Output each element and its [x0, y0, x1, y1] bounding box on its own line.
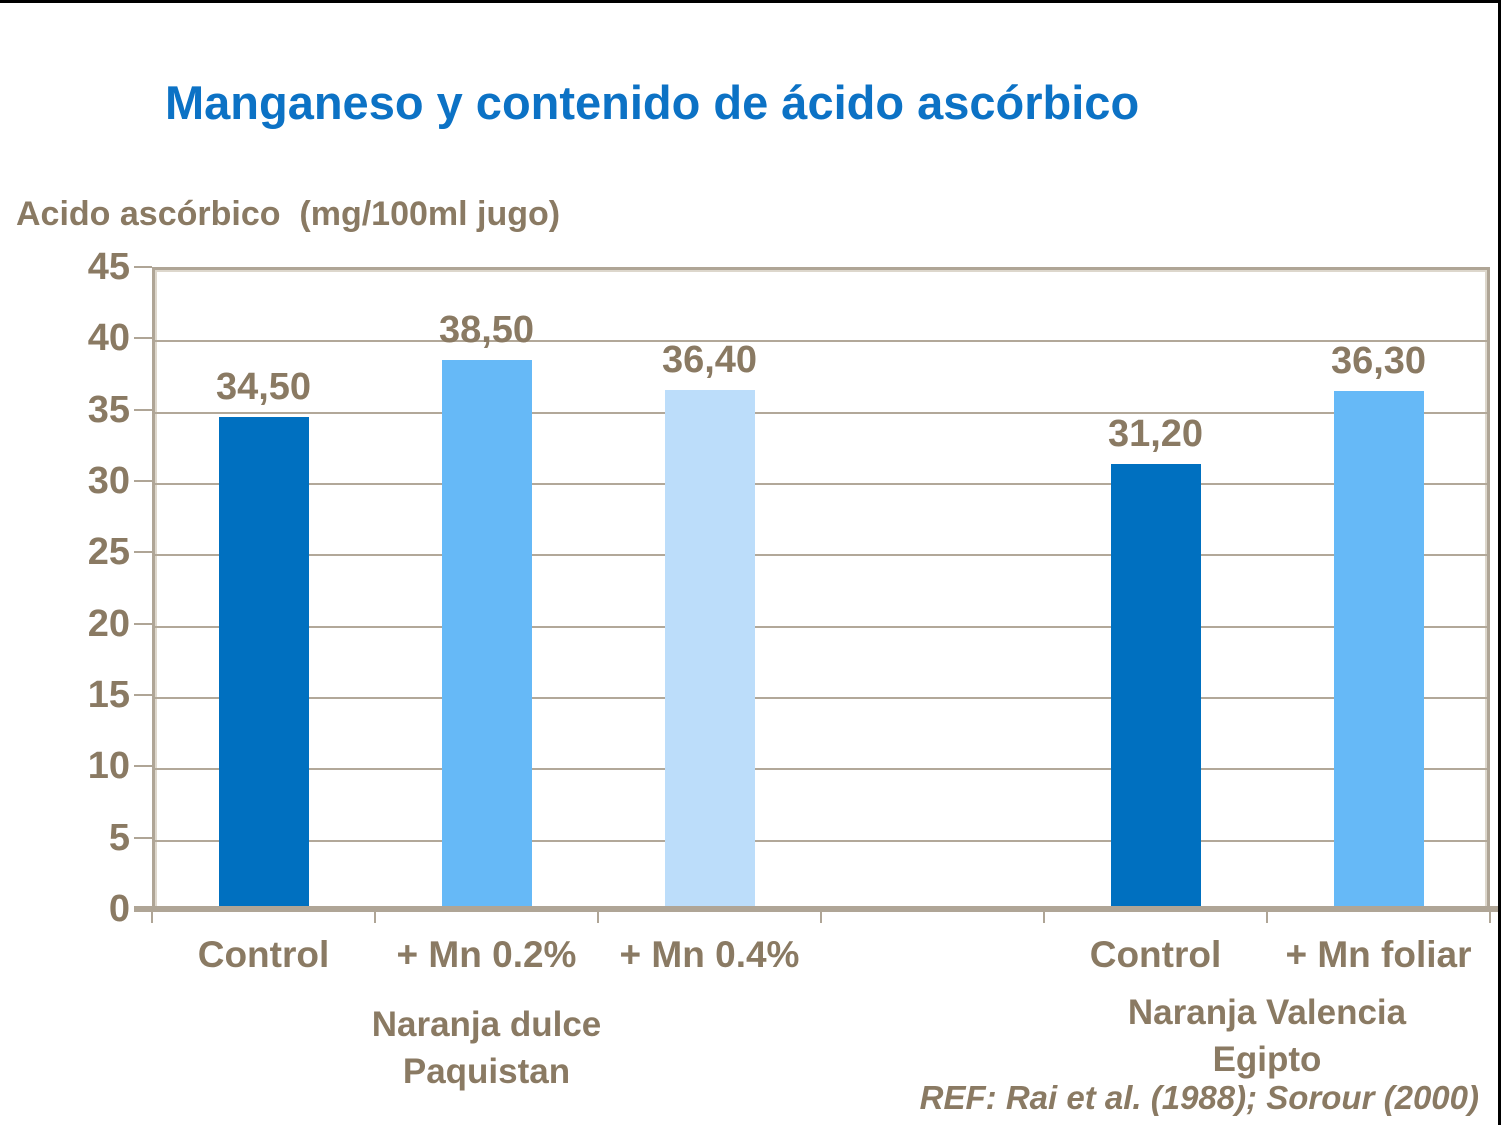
y-tick-mark: [134, 765, 152, 768]
y-tick-label: 40: [87, 317, 130, 360]
x-tick-mark: [820, 909, 822, 923]
bar: [1110, 463, 1201, 909]
gridline: [155, 554, 1487, 557]
gridline: [155, 483, 1487, 485]
bar-value-label: 34,50: [215, 365, 312, 408]
x-axis-line: [134, 906, 1498, 912]
x-tick-mark: [1489, 909, 1491, 923]
ref-text: REF: Rai et al. (1988); Sorour (2000): [919, 1079, 1479, 1116]
gridline: [155, 697, 1487, 699]
x-tick-mark: [151, 909, 153, 923]
y-axis-title: Acido ascórbico (mg/100ml jugo): [16, 195, 561, 233]
y-tick-label: 20: [87, 602, 130, 645]
bar: [1333, 391, 1424, 909]
chart-region: 0 5 10 15 20 25 30 35 40 45 34,50 38,50 36,40 31,20 36…: [0, 3, 1498, 1125]
y-tick-mark: [134, 622, 152, 625]
bar-value-label: 36,30: [1330, 340, 1427, 383]
x-tick-mark: [1266, 909, 1268, 923]
group-label: Naranja Valencia Egipto: [1047, 989, 1487, 1083]
group-label-line: Naranja dulce: [371, 1005, 602, 1044]
y-tick-mark: [134, 337, 152, 340]
category-label: + Mn 0.2%: [396, 934, 577, 975]
category-label: + Mn foliar: [1285, 934, 1472, 975]
gridline: [155, 625, 1487, 628]
bar: [441, 359, 532, 909]
gridline: [155, 839, 1487, 842]
bar-value-label: 38,50: [438, 308, 535, 351]
group-label-line: Paquistan: [402, 1052, 571, 1091]
y-tick-mark: [134, 551, 152, 554]
x-tick-mark: [374, 909, 376, 923]
y-tick-mark: [134, 408, 152, 411]
bar: [218, 416, 309, 909]
y-tick-mark: [134, 694, 152, 696]
category-label: Control: [1089, 934, 1222, 975]
y-tick-label: 45: [87, 246, 130, 288]
page-title: Manganeso y contenido de ácido ascórbico: [165, 76, 1140, 129]
group-label: Naranja dulce Paquistan: [267, 1001, 707, 1095]
gridline: [155, 411, 1487, 414]
plot-area: [152, 267, 1490, 909]
y-tick-label: 25: [87, 531, 130, 574]
y-tick-mark: [134, 480, 152, 482]
gridline: [155, 768, 1487, 771]
group-label-line: Naranja Valencia: [1127, 993, 1407, 1032]
y-tick-mark: [134, 266, 152, 268]
y-tick-label: 35: [87, 388, 130, 431]
bar: [664, 389, 755, 909]
group-label-line: Egipto: [1212, 1040, 1322, 1079]
bar-value-label: 36,40: [661, 338, 758, 381]
y-tick-label: 15: [87, 674, 130, 716]
x-tick-mark: [1043, 909, 1045, 923]
gridline: [155, 340, 1487, 343]
y-tick-label: 10: [87, 745, 130, 788]
bar-value-label: 31,20: [1107, 412, 1204, 455]
x-tick-mark: [597, 909, 599, 923]
y-tick-label: 5: [108, 816, 130, 859]
category-label: + Mn 0.4%: [619, 934, 800, 975]
y-tick-mark: [134, 836, 152, 839]
y-tick-label: 30: [87, 460, 130, 502]
category-label: Control: [197, 934, 330, 975]
y-tick-label: 0: [108, 888, 130, 930]
